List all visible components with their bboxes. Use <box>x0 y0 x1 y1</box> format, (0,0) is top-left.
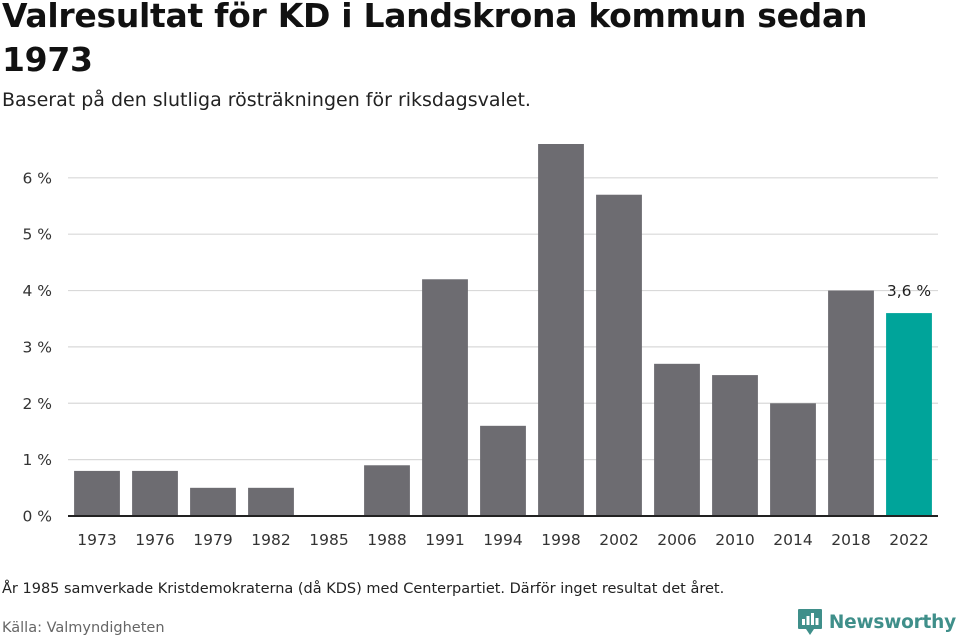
newsworthy-logo-icon <box>797 609 822 635</box>
bar-1982 <box>248 487 294 516</box>
bar-1994 <box>480 425 526 516</box>
x-tick-label: 1991 <box>425 531 464 549</box>
bar-2010 <box>712 375 758 516</box>
x-tick-label: 2014 <box>773 531 812 549</box>
bar-chart: 0 %1 %2 %3 %4 %5 %6 % 1973 1976 1979 1982 19… <box>22 144 938 549</box>
bar-2018 <box>828 290 874 516</box>
bar-1979 <box>190 487 236 516</box>
y-tick-label: 1 % <box>22 451 52 469</box>
chart-title: Valresultat för KD i Landskrona kommun s… <box>2 0 868 79</box>
chart-subtitle: Baserat på den slutliga rösträkningen fö… <box>2 89 531 111</box>
x-tick-label: 1976 <box>135 531 174 549</box>
footnote: År 1985 samverkade Kristdemokraterna (då… <box>2 581 725 597</box>
bar-1976 <box>132 470 178 516</box>
bars <box>74 144 932 516</box>
source-credit: Källa: Valmyndigheten <box>2 620 165 636</box>
bar-2022 <box>886 313 932 516</box>
bar-1973 <box>74 470 120 516</box>
bar-1998 <box>538 144 584 516</box>
x-tick-label: 1979 <box>193 531 232 549</box>
bar-2014 <box>770 403 816 516</box>
y-tick-label: 4 % <box>22 282 52 300</box>
x-tick-label: 1985 <box>309 531 348 549</box>
bar-1991 <box>422 279 468 516</box>
x-axis-ticks: 1973 1976 1979 1982 1985 1988 1991 1994 1998 2002… <box>77 531 928 549</box>
y-tick-label: 6 % <box>22 169 52 187</box>
y-tick-label: 0 % <box>22 508 52 526</box>
y-axis-ticks: 0 % 1 % 2 % 3 % 4 % 5 % 6 % <box>22 169 52 525</box>
x-tick-label: 2018 <box>831 531 870 549</box>
x-tick-label: 1973 <box>77 531 116 549</box>
bar-2002 <box>596 194 642 516</box>
data-labels: 3,6 % <box>887 282 931 300</box>
x-tick-label: 2006 <box>657 531 696 549</box>
y-tick-label: 3 % <box>22 338 52 356</box>
y-tick-label: 5 % <box>22 226 52 244</box>
x-tick-label: 1988 <box>367 531 406 549</box>
data-label: 3,6 % <box>887 282 931 300</box>
brand-name: Newsworthy <box>828 611 956 633</box>
bar-1988 <box>364 465 410 516</box>
x-tick-label: 1998 <box>541 531 580 549</box>
x-tick-label: 2010 <box>715 531 754 549</box>
bar-2006 <box>654 363 700 516</box>
x-tick-label: 1982 <box>251 531 290 549</box>
brand-logo[interactable]: Newsworthy <box>797 606 956 638</box>
y-tick-label: 2 % <box>22 395 52 413</box>
x-tick-label: 2022 <box>889 531 928 549</box>
x-tick-label: 1994 <box>483 531 522 549</box>
x-tick-label: 2002 <box>599 531 638 549</box>
